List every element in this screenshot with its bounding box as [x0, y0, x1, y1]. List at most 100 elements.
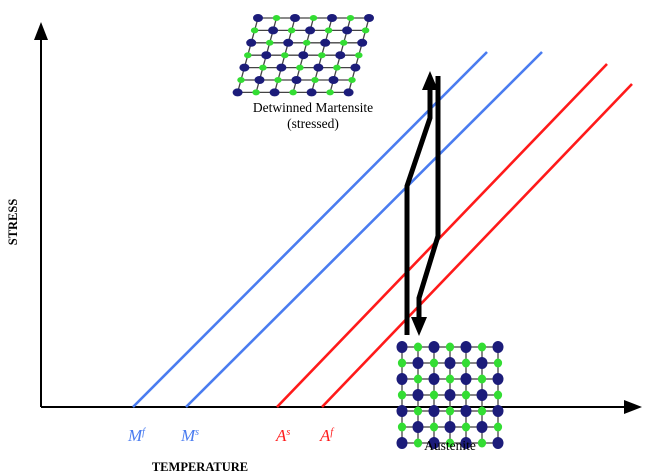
atom-light: [445, 438, 455, 448]
atom-light: [324, 27, 333, 34]
atom-dark: [444, 357, 456, 369]
atom-dark: [460, 405, 472, 417]
austenite-lattice-icon: [396, 341, 504, 449]
atom-light: [346, 15, 355, 21]
atom-light: [429, 422, 439, 432]
atom-light: [326, 89, 334, 96]
atom-dark: [335, 51, 346, 60]
atom-dark: [412, 357, 424, 369]
x-axis-title: TEMPERATURE: [152, 460, 248, 474]
atom-dark: [492, 437, 504, 449]
atom-dark: [276, 63, 287, 72]
atom-light: [413, 374, 423, 384]
atom-light: [445, 374, 455, 384]
atom-dark: [313, 63, 324, 72]
atom-dark: [476, 389, 488, 401]
atom-dark: [350, 63, 361, 72]
atom-light: [493, 390, 503, 400]
atom-light: [272, 15, 281, 21]
martensite-sublabel: (stressed): [287, 116, 339, 131]
y-axis-title: STRESS: [6, 199, 20, 246]
atom-light: [274, 77, 282, 83]
line-labels: Mf Ms As Af: [127, 426, 334, 445]
atom-light: [250, 27, 259, 34]
atom-dark: [492, 405, 504, 417]
atom-dark: [460, 437, 472, 449]
atom-dark: [239, 63, 250, 72]
transformation-lines: [132, 51, 633, 408]
atom-dark: [428, 373, 440, 385]
atom-light: [259, 64, 267, 71]
atom-dark: [283, 38, 294, 47]
atom-dark: [327, 14, 337, 22]
atom-light: [477, 438, 487, 448]
atom-dark: [343, 88, 354, 97]
atom-dark: [291, 76, 302, 84]
atom-dark: [232, 88, 243, 97]
y-axis-arrowhead-icon: [34, 22, 48, 40]
transformation-double-arrow-icon: [404, 71, 441, 336]
atom-dark: [476, 357, 488, 369]
atom-dark: [306, 88, 317, 97]
label-mf: Mf: [127, 426, 146, 445]
atom-dark: [396, 341, 408, 353]
atom-dark: [268, 26, 279, 35]
atom-dark: [305, 26, 316, 35]
atom-light: [311, 77, 319, 83]
label-as: As: [275, 426, 290, 445]
atom-dark: [428, 437, 440, 449]
atom-light: [429, 390, 439, 400]
atom-dark: [290, 14, 300, 22]
atom-dark: [357, 38, 368, 47]
atom-light: [237, 77, 245, 83]
atom-light: [252, 89, 260, 96]
atom-light: [309, 15, 318, 21]
atom-dark: [253, 14, 263, 22]
atom-light: [477, 406, 487, 416]
line-af: [321, 83, 633, 408]
atom-light: [318, 52, 326, 59]
atom-light: [413, 438, 423, 448]
line-ms: [185, 51, 543, 408]
atom-dark: [444, 389, 456, 401]
atom-dark: [246, 38, 257, 47]
atom-light: [493, 358, 503, 368]
unloading-arrow-shaft: [416, 76, 441, 322]
atom-light: [361, 27, 370, 34]
atom-light: [397, 390, 407, 400]
line-as: [276, 63, 608, 408]
label-af: Af: [319, 426, 334, 445]
atom-dark: [460, 341, 472, 353]
atom-dark: [444, 421, 456, 433]
atom-dark: [254, 76, 265, 84]
atom-light: [302, 39, 311, 46]
atom-light: [413, 342, 423, 352]
atom-dark: [428, 341, 440, 353]
atom-light: [445, 342, 455, 352]
atom-dark: [396, 405, 408, 417]
atom-light: [355, 52, 363, 59]
atom-dark: [396, 437, 408, 449]
atom-dark: [364, 14, 374, 22]
atom-light: [339, 39, 348, 46]
atom-light: [477, 374, 487, 384]
atom-light: [397, 422, 407, 432]
atom-dark: [412, 389, 424, 401]
austenite-label: Austenite: [424, 438, 476, 453]
atom-light: [265, 39, 274, 46]
martensite-label: Detwinned Martensite: [253, 100, 373, 115]
atom-light: [244, 52, 252, 59]
atom-dark: [460, 373, 472, 385]
atom-light: [287, 27, 296, 34]
atom-dark: [320, 38, 331, 47]
atom-dark: [428, 405, 440, 417]
label-ms: Ms: [180, 426, 199, 445]
atom-dark: [342, 26, 353, 35]
atom-dark: [396, 373, 408, 385]
atom-dark: [269, 88, 280, 97]
loading-arrowhead-icon: [422, 71, 438, 90]
atom-light: [461, 422, 471, 432]
atom-light: [493, 422, 503, 432]
